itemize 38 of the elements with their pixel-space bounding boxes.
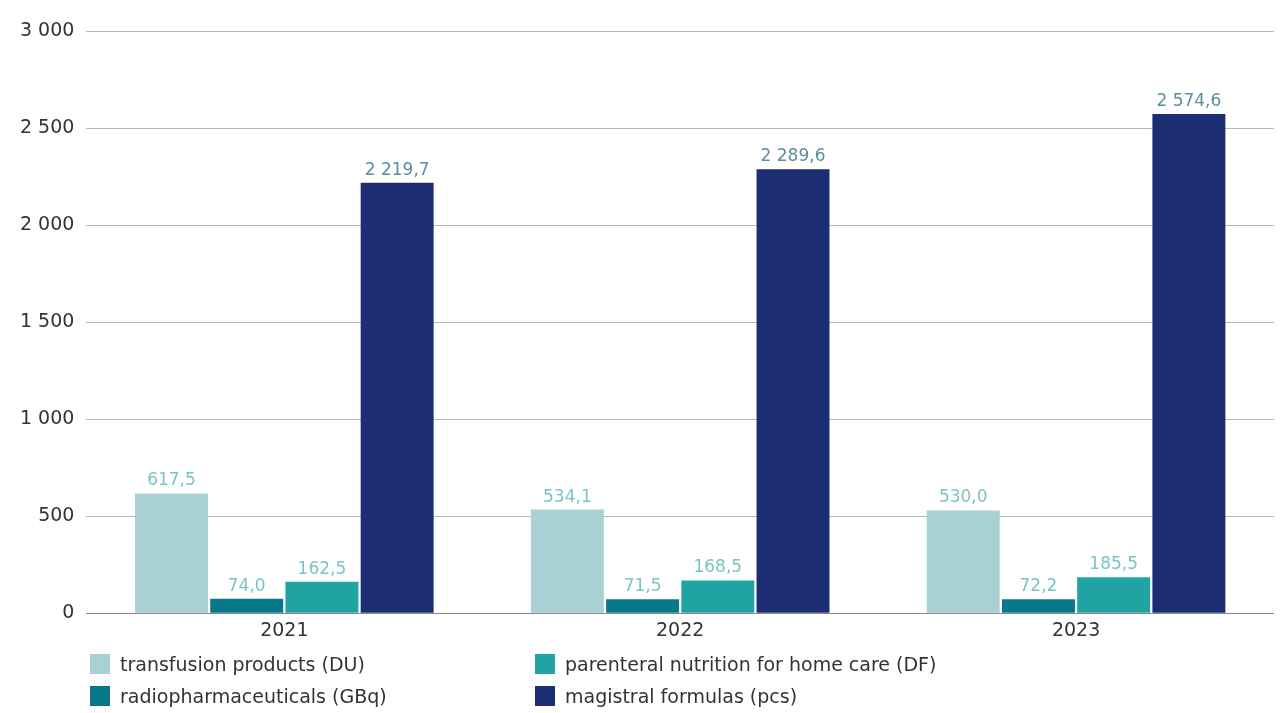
- legend-label: transfusion products (DU): [120, 653, 365, 675]
- y-tick-label: 1 500: [19, 309, 75, 332]
- data-label: 530,0: [938, 486, 988, 507]
- legend-label: parenteral nutrition for home care (DF): [565, 653, 937, 675]
- x-tick-label: 2023: [1051, 617, 1101, 640]
- y-tick-label: 2 500: [19, 115, 75, 138]
- bar: [530, 509, 604, 613]
- data-label: 162,5: [297, 557, 347, 578]
- bar: [285, 581, 359, 613]
- data-label: 2 219,7: [364, 158, 430, 179]
- x-tick-label: 2022: [656, 617, 705, 640]
- y-tick-label: 1 000: [19, 406, 75, 429]
- bar: [1152, 113, 1226, 613]
- data-label: 74,0: [227, 574, 266, 595]
- legend-label: radiopharmaceuticals (GBq): [120, 685, 387, 707]
- bar: [606, 599, 680, 613]
- bar: [681, 580, 755, 613]
- data-label: 617,5: [147, 469, 196, 490]
- legend-label: magistral formulas (pcs): [565, 685, 798, 707]
- bar: [926, 510, 1000, 613]
- data-label: 71,5: [623, 575, 662, 596]
- y-tick-label: 3 000: [19, 18, 75, 41]
- data-label: 2 289,6: [760, 145, 826, 166]
- data-label: 72,2: [1019, 575, 1058, 596]
- data-label: 185,5: [1089, 553, 1139, 574]
- bar: [1001, 599, 1075, 613]
- bar: [1077, 577, 1151, 613]
- bar: [135, 493, 208, 613]
- x-tick-label: 2021: [260, 617, 309, 640]
- bar: [210, 598, 284, 613]
- data-label: 2 574,6: [1156, 89, 1222, 110]
- data-label: 534,1: [543, 485, 592, 506]
- y-tick-label: 2 000: [19, 212, 75, 235]
- bar: [360, 182, 434, 613]
- y-tick-label: 0: [62, 600, 75, 623]
- bar: [756, 169, 830, 613]
- y-tick-label: 500: [38, 503, 75, 526]
- data-label: 168,5: [693, 556, 743, 577]
